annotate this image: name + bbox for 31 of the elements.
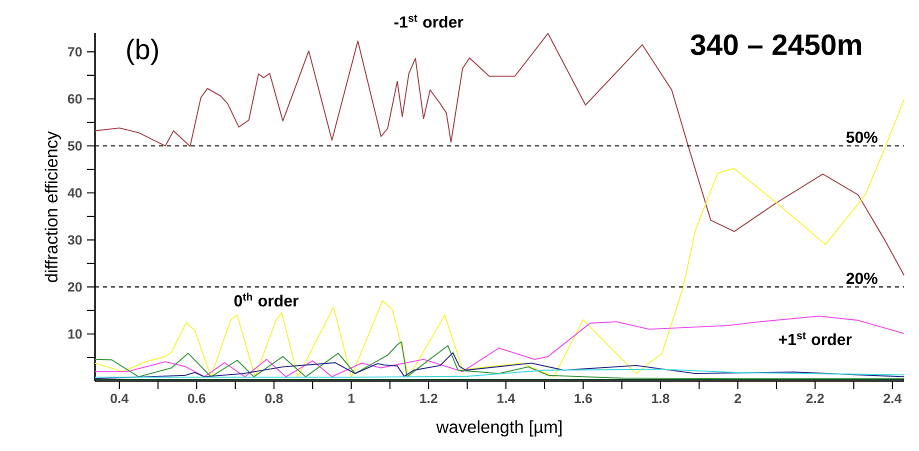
line-series: [94, 99, 905, 378]
chart-title: 340 – 2450m: [690, 34, 862, 56]
y-tick-label: 50: [68, 141, 82, 151]
x-tick-label: 2.2: [806, 394, 824, 404]
x-tick-label: 1: [348, 394, 355, 403]
annotation: (b): [127, 38, 158, 65]
x-tick-label: 2: [734, 394, 741, 404]
y-tick-label: 40: [68, 188, 82, 198]
y-tick-label: 30: [68, 235, 82, 245]
series-label: 0$^{th}$ order: [234, 292, 298, 306]
ref-line-label: 20%: [846, 272, 878, 284]
line-series: [94, 316, 905, 378]
x-tick-label: 1.8: [652, 394, 670, 404]
x-tick-label: 1.2: [420, 394, 438, 404]
x-axis-title: wavelength [µm]: [436, 420, 562, 436]
series-label: +1$^{st}$ order: [778, 332, 852, 346]
x-tick-label: 0.4: [110, 394, 129, 404]
y-tick-label: 10: [68, 329, 82, 339]
line-series: [94, 368, 905, 378]
ref-line-label: 50%: [846, 132, 878, 143]
x-tick-label: 1.4: [497, 394, 516, 403]
series-label: -1$^{st}$ order: [394, 14, 464, 28]
y-tick-label: 70: [68, 47, 82, 57]
x-tick-label: 2.4: [884, 394, 902, 404]
x-tick-label: 0.6: [188, 394, 206, 404]
y-tick-label: 60: [68, 94, 82, 104]
y-tick-label: 20: [68, 282, 82, 292]
line-series: [94, 352, 905, 380]
y-axis-title: diffraction efficiency: [44, 131, 61, 282]
x-tick-label: 0.8: [265, 394, 283, 404]
x-tick-label: 1.6: [574, 394, 592, 404]
